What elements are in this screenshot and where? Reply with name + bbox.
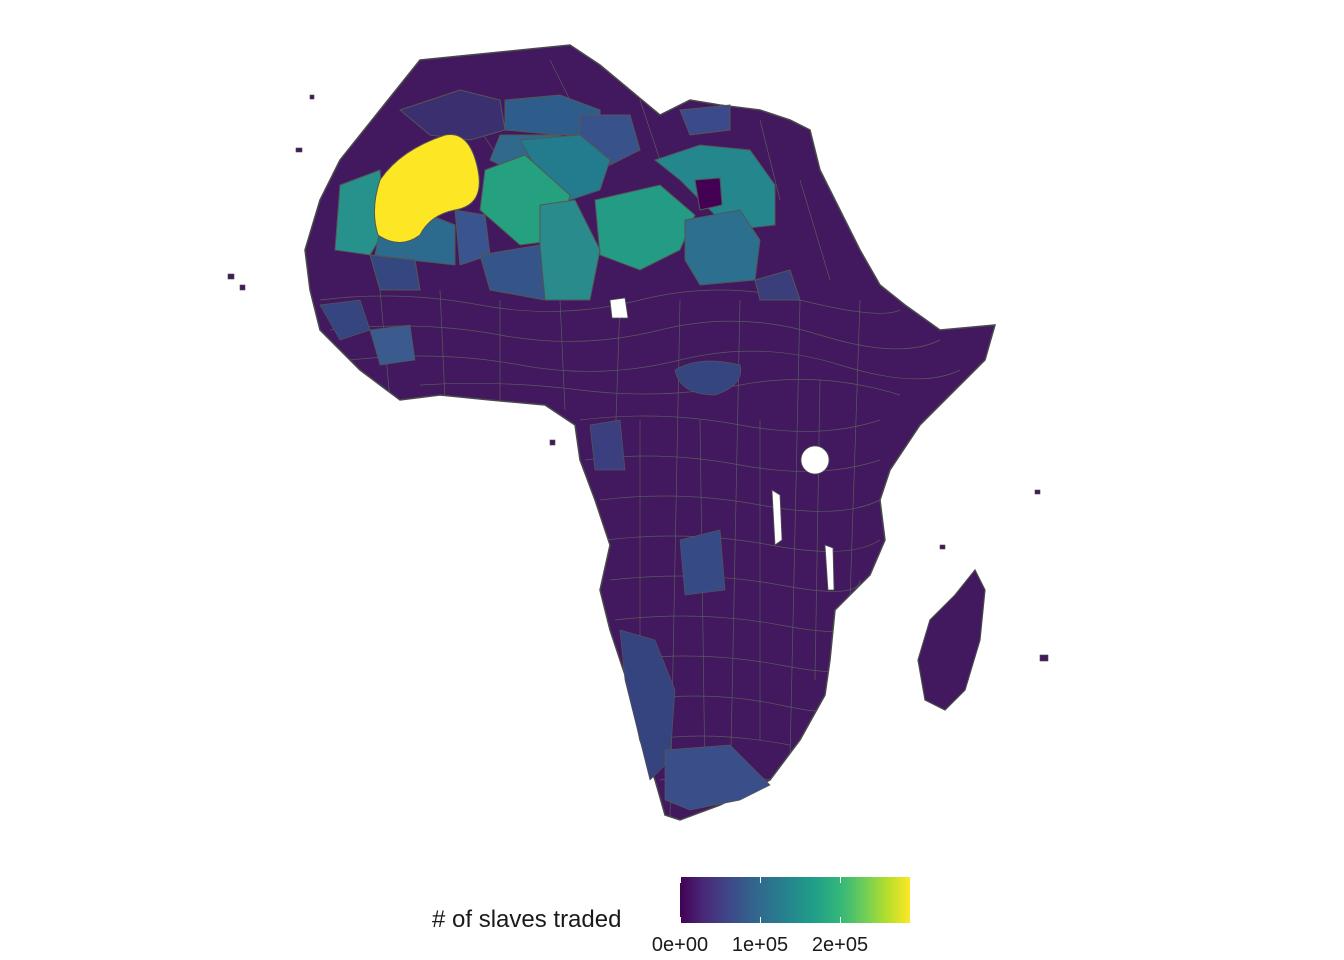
region-sahel-west <box>369 254 421 291</box>
island-canary-1 <box>295 147 303 153</box>
lake-tanganyika <box>771 489 783 546</box>
region-namibia-coast <box>619 629 676 781</box>
lake-chad-basin <box>609 297 629 319</box>
madagascar <box>917 568 986 711</box>
region-libya-north <box>679 104 731 136</box>
island-bioko <box>549 439 556 446</box>
island-mauritius <box>1039 654 1049 662</box>
region-kalahari <box>664 744 771 811</box>
region-congo-west <box>589 419 626 471</box>
region-central-basin <box>674 360 742 396</box>
island-canary-2 <box>309 94 315 100</box>
region-angola <box>679 529 726 596</box>
island-cape-verde-2 <box>239 284 246 291</box>
region-west-peak <box>374 133 480 243</box>
region-niger <box>594 184 696 271</box>
island-comoros <box>939 544 946 550</box>
region-sahel-central <box>479 244 546 301</box>
lake-malawi <box>824 544 835 591</box>
island-seychelles <box>1034 489 1041 495</box>
region-chad-lake <box>694 177 723 211</box>
region-sudan <box>754 269 801 301</box>
island-cape-verde-1 <box>227 273 235 280</box>
region-borders <box>319 59 961 820</box>
region-guinea-coast <box>369 324 416 366</box>
lake-victoria <box>800 445 830 475</box>
